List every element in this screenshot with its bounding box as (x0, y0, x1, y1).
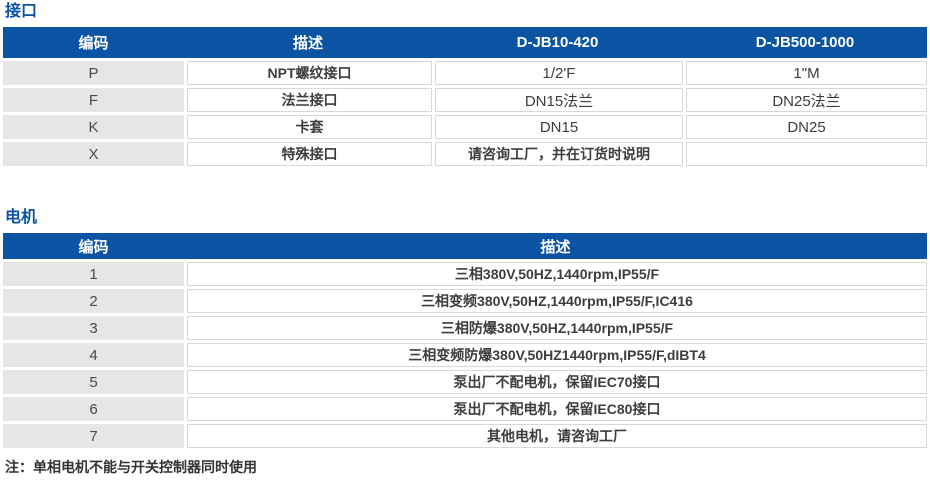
table-row: P NPT螺纹接口 1/2'F 1"M (3, 58, 927, 85)
interface-code-cell: X (3, 139, 184, 166)
interface-jb500-cell: DN25法兰 (683, 85, 927, 112)
interface-jb500-cell: 1"M (683, 58, 927, 85)
interface-header-desc: 描述 (184, 27, 432, 58)
interface-desc-cell: 特殊接口 (184, 139, 432, 166)
footnote: 注：单相电机不能与开关控制器同时使用 (5, 459, 257, 475)
motor-code-cell: 7 (3, 421, 184, 448)
motor-section-title: 电机 (5, 209, 38, 226)
motor-header-code: 编码 (3, 233, 184, 259)
motor-header-desc: 描述 (184, 233, 927, 259)
interface-jb10-cell: 请咨询工厂，并在订货时说明 (432, 139, 683, 166)
interface-desc-cell: NPT螺纹接口 (184, 58, 432, 85)
interface-table: 编码 描述 D-JB10-420 D-JB500-1000 P NPT螺纹接口 … (3, 27, 927, 166)
table-row: 6 泵出厂不配电机，保留IEC80接口 (3, 394, 927, 421)
interface-code-cell: P (3, 58, 184, 85)
interface-section-title: 接口 (5, 3, 38, 20)
interface-code-cell: K (3, 112, 184, 139)
motor-code-cell: 6 (3, 394, 184, 421)
motor-desc-cell: 三相380V,50HZ,1440rpm,IP55/F (184, 259, 927, 286)
table-row: K 卡套 DN15 DN25 (3, 112, 927, 139)
motor-code-cell: 3 (3, 313, 184, 340)
table-row: 5 泵出厂不配电机，保留IEC70接口 (3, 367, 927, 394)
interface-jb500-cell: DN25 (683, 112, 927, 139)
table-row: 2 三相变频380V,50HZ,1440rpm,IP55/F,IC416 (3, 286, 927, 313)
interface-code-cell: F (3, 85, 184, 112)
motor-table: 编码 描述 1 三相380V,50HZ,1440rpm,IP55/F 2 三相变… (3, 233, 927, 448)
interface-jb10-cell: DN15法兰 (432, 85, 683, 112)
motor-code-cell: 1 (3, 259, 184, 286)
interface-jb10-cell: 1/2'F (432, 58, 683, 85)
motor-desc-cell: 其他电机，请咨询工厂 (184, 421, 927, 448)
motor-desc-cell: 三相变频380V,50HZ,1440rpm,IP55/F,IC416 (184, 286, 927, 313)
motor-code-cell: 5 (3, 367, 184, 394)
interface-jb10-cell: DN15 (432, 112, 683, 139)
table-row: 3 三相防爆380V,50HZ,1440rpm,IP55/F (3, 313, 927, 340)
interface-desc-cell: 卡套 (184, 112, 432, 139)
table-row: 7 其他电机，请咨询工厂 (3, 421, 927, 448)
motor-header-row: 编码 描述 (3, 233, 927, 259)
motor-desc-cell: 泵出厂不配电机，保留IEC70接口 (184, 367, 927, 394)
motor-desc-cell: 泵出厂不配电机，保留IEC80接口 (184, 394, 927, 421)
motor-desc-cell: 三相防爆380V,50HZ,1440rpm,IP55/F (184, 313, 927, 340)
table-row: 1 三相380V,50HZ,1440rpm,IP55/F (3, 259, 927, 286)
table-row: F 法兰接口 DN15法兰 DN25法兰 (3, 85, 927, 112)
motor-code-cell: 2 (3, 286, 184, 313)
interface-header-code: 编码 (3, 27, 184, 58)
motor-desc-cell: 三相变频防爆380V,50HZ1440rpm,IP55/F,dIBT4 (184, 340, 927, 367)
interface-jb500-cell (683, 139, 927, 166)
interface-header-jb10-420: D-JB10-420 (432, 27, 683, 58)
interface-header-jb500-1000: D-JB500-1000 (683, 27, 927, 58)
motor-code-cell: 4 (3, 340, 184, 367)
table-row: X 特殊接口 请咨询工厂，并在订货时说明 (3, 139, 927, 166)
table-row: 4 三相变频防爆380V,50HZ1440rpm,IP55/F,dIBT4 (3, 340, 927, 367)
interface-header-row: 编码 描述 D-JB10-420 D-JB500-1000 (3, 27, 927, 58)
interface-desc-cell: 法兰接口 (184, 85, 432, 112)
